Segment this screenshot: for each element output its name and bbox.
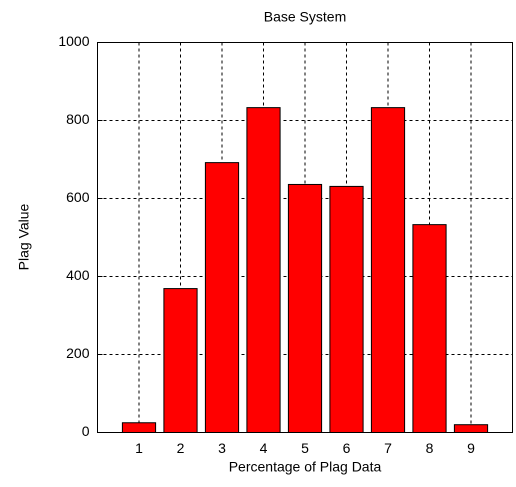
plot-frame xyxy=(97,42,513,433)
x-tick-label: 3 xyxy=(218,440,226,456)
bar xyxy=(370,107,406,433)
y-tick-label: 200 xyxy=(66,345,90,361)
x-tick-label: 1 xyxy=(135,440,143,456)
bar xyxy=(287,183,323,433)
bar xyxy=(453,424,489,434)
x-tick-label: 8 xyxy=(426,440,434,456)
bar xyxy=(163,288,198,433)
bar xyxy=(329,185,364,433)
y-tick-label: 400 xyxy=(66,267,90,283)
chart-title: Base System xyxy=(264,9,346,25)
x-axis-label: Percentage of Plag Data xyxy=(229,459,382,475)
y-tick-label: 1000 xyxy=(58,33,89,49)
x-tick-label: 6 xyxy=(343,440,351,456)
x-tick-label: 7 xyxy=(384,440,392,456)
x-tick-label: 4 xyxy=(260,440,268,456)
y-axis-label: Plag Value xyxy=(16,203,32,270)
y-tick-label: 600 xyxy=(66,189,90,205)
bar xyxy=(246,107,281,433)
bar xyxy=(121,422,157,433)
y-tick-label: 800 xyxy=(66,111,90,127)
x-tick-label: 9 xyxy=(467,440,475,456)
y-tick-label: 0 xyxy=(82,423,90,439)
bar xyxy=(412,224,447,433)
bar xyxy=(204,162,240,433)
x-tick-label: 5 xyxy=(301,440,309,456)
x-tick-label: 2 xyxy=(177,440,185,456)
